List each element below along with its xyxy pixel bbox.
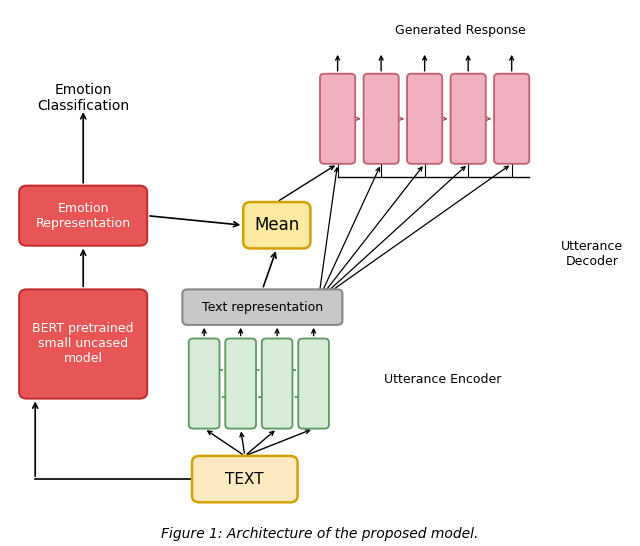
Text: Utterance
Decoder: Utterance Decoder: [561, 240, 623, 268]
Text: TEXT: TEXT: [225, 472, 264, 486]
FancyBboxPatch shape: [243, 202, 310, 248]
FancyBboxPatch shape: [364, 74, 399, 164]
FancyBboxPatch shape: [262, 339, 292, 429]
FancyBboxPatch shape: [189, 339, 220, 429]
Text: BERT pretrained
small uncased
model: BERT pretrained small uncased model: [33, 323, 134, 365]
FancyBboxPatch shape: [320, 74, 355, 164]
Text: Utterance Encoder: Utterance Encoder: [384, 373, 501, 386]
FancyBboxPatch shape: [225, 339, 256, 429]
FancyBboxPatch shape: [19, 289, 147, 399]
Text: Figure 1: Architecture of the proposed model.: Figure 1: Architecture of the proposed m…: [161, 526, 479, 541]
Text: Mean: Mean: [254, 216, 300, 234]
Text: Generated Response: Generated Response: [396, 23, 526, 37]
FancyBboxPatch shape: [19, 186, 147, 246]
FancyBboxPatch shape: [451, 74, 486, 164]
Text: Emotion
Classification: Emotion Classification: [37, 83, 129, 114]
Text: Text representation: Text representation: [202, 301, 323, 313]
FancyBboxPatch shape: [494, 74, 529, 164]
FancyBboxPatch shape: [298, 339, 329, 429]
FancyBboxPatch shape: [182, 289, 342, 325]
FancyBboxPatch shape: [407, 74, 442, 164]
FancyBboxPatch shape: [192, 456, 298, 502]
Text: Emotion
Representation: Emotion Representation: [36, 201, 131, 230]
